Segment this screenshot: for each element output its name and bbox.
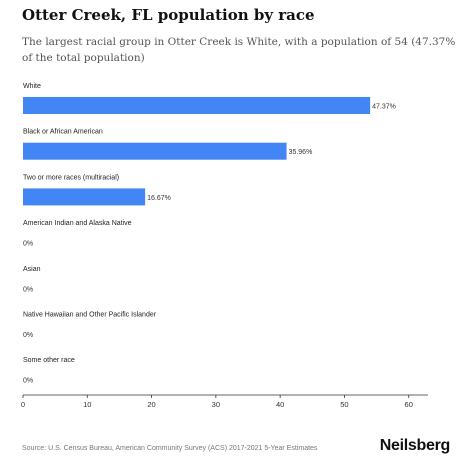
- category-label: Black or African American: [23, 129, 103, 136]
- x-tick-label: 60: [405, 400, 413, 409]
- x-tick-label: 30: [212, 400, 220, 409]
- category-label: Some other race: [23, 357, 75, 364]
- chart-title: Otter Creek, FL population by race: [22, 6, 315, 24]
- category-label: American Indian and Alaska Native: [23, 220, 132, 227]
- bar-value-label: 0%: [23, 241, 33, 248]
- category-label: Two or more races (multiracial): [23, 174, 119, 181]
- source-note: Source: U.S. Census Bureau, American Com…: [22, 445, 318, 452]
- x-tick-label: 10: [83, 400, 91, 409]
- x-tick-label: 50: [340, 400, 348, 409]
- bar-value-label: 0%: [23, 332, 33, 339]
- bar-value-label: 35.96%: [289, 149, 313, 156]
- x-tick-label: 0: [21, 400, 25, 409]
- category-label: Asian: [23, 266, 41, 273]
- bar-value-label: 0%: [23, 286, 33, 293]
- bar-value-label: 47.37%: [372, 104, 396, 111]
- category-label: White: [23, 83, 41, 90]
- bar: [23, 97, 371, 114]
- bar-value-label: 16.67%: [147, 195, 171, 202]
- x-tick-label: 20: [147, 400, 155, 409]
- chart-subtitle: The largest racial group in Otter Creek …: [22, 36, 456, 64]
- x-tick-label: 40: [276, 400, 284, 409]
- bar: [23, 142, 287, 160]
- bar: [23, 188, 146, 206]
- bar-value-label: 0%: [23, 378, 33, 385]
- category-label: Native Hawaiian and Other Pacific Island…: [23, 312, 157, 319]
- brand-logo: Neilsberg: [379, 437, 451, 454]
